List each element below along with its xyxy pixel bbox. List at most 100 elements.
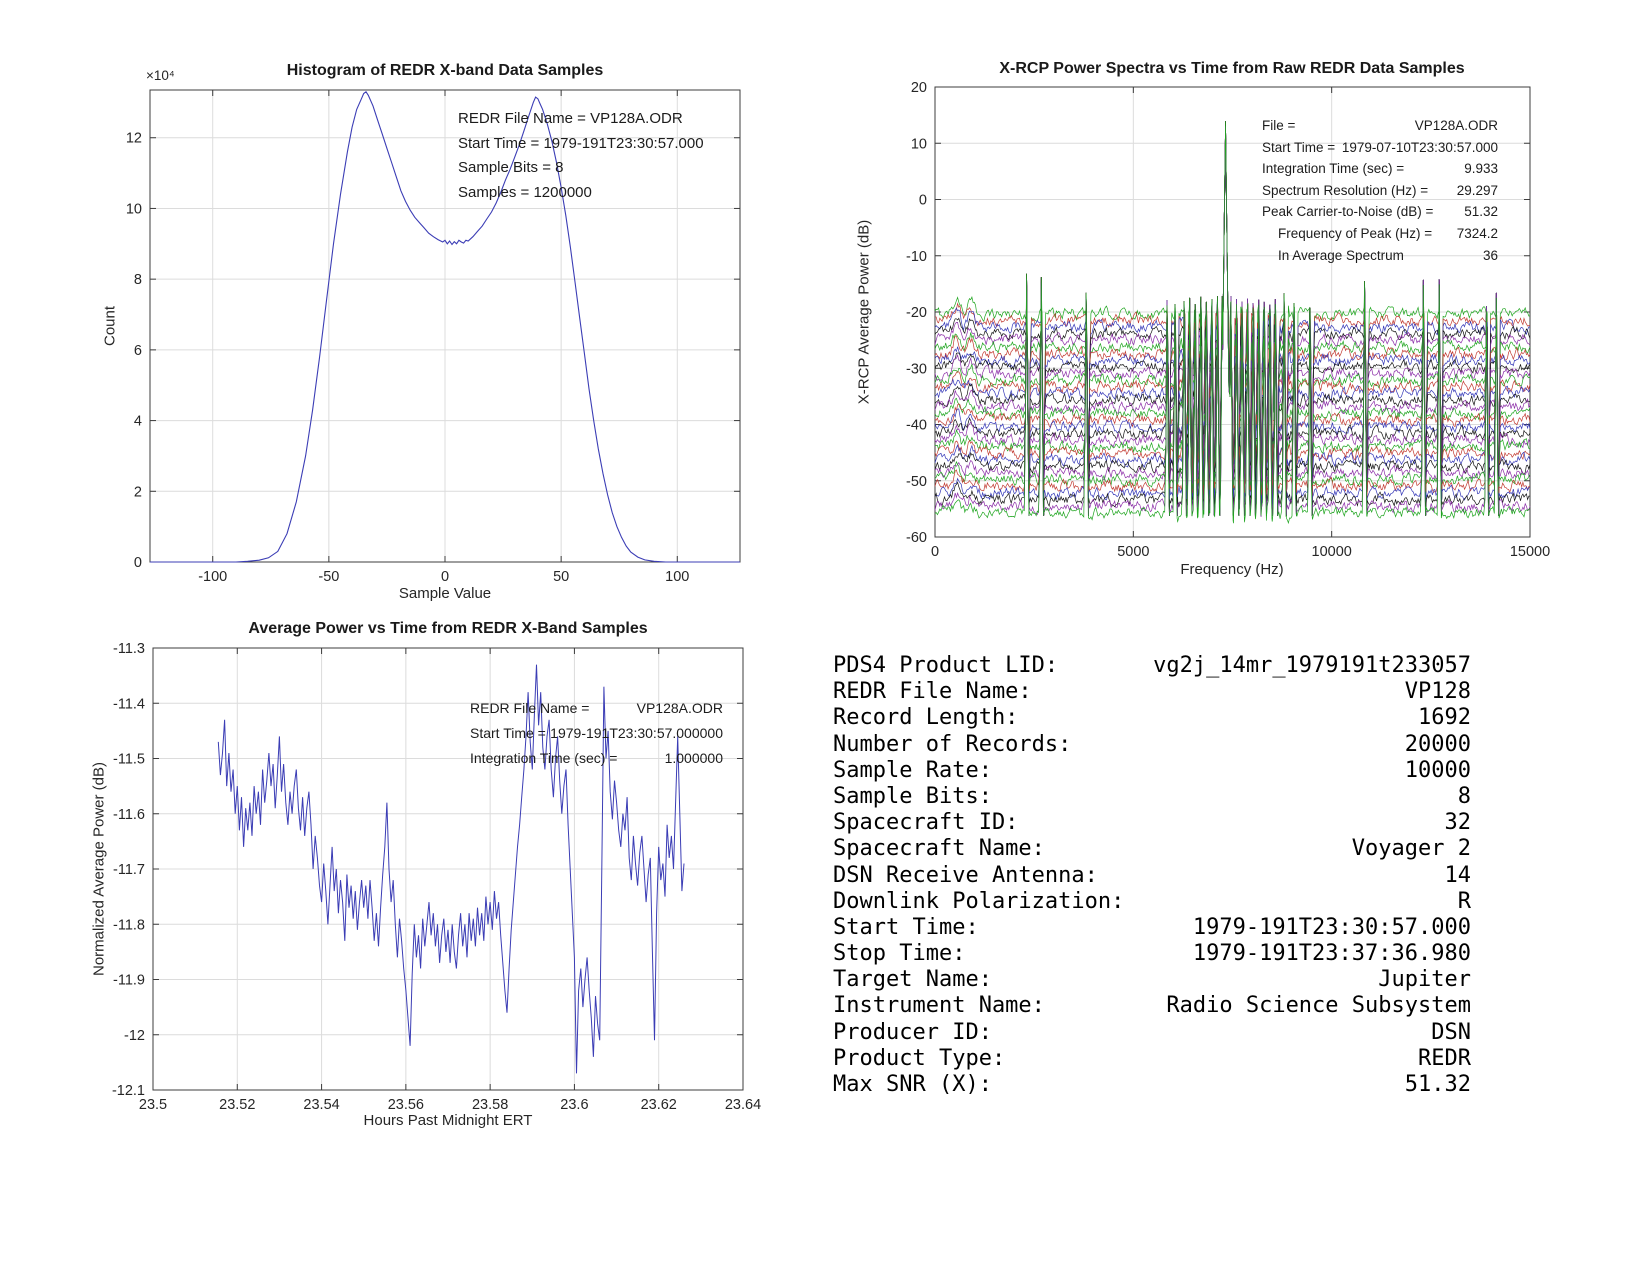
table-row-value: DSN	[1431, 1019, 1471, 1045]
annotation-label: Integration Time (sec) =	[1262, 161, 1405, 177]
annotation-line: Start Time = 1979-191T23:30:57.000	[458, 134, 704, 152]
annotation-label: In Average Spectrum	[1278, 247, 1404, 263]
y-tick-label: -11.8	[113, 917, 145, 933]
table-row-value: R	[1457, 888, 1471, 914]
power-time-x-axis-label: Hours Past Midnight ERT	[363, 1112, 533, 1129]
table-row: Max SNR (X): 51.32	[833, 1072, 1471, 1098]
annotation-row: Start Time = 1979-07-10T23:30:57.000	[1262, 140, 1498, 162]
table-row: Sample Rate: 10000	[833, 758, 1471, 784]
table-row-value: 20000	[1404, 731, 1471, 757]
info-table: PDS4 Product LID: vg2j_14mr_1979191t23305…	[833, 653, 1471, 1098]
histogram-title: Histogram of REDR X-band Data Samples	[286, 62, 604, 79]
table-row-label: Target Name:	[833, 967, 992, 993]
y-tick-label: -20	[906, 305, 927, 321]
table-row: Product Type: REDR	[833, 1046, 1471, 1072]
table-row-label: PDS4 Product LID:	[833, 653, 1059, 678]
power-time-axes: 23.5 23.52 23.54 23.56 23.58 23.6 23.62 23.64 -1…	[112, 641, 761, 1113]
x-tick-label: 0	[931, 544, 939, 560]
table-row-value: Voyager 2	[1351, 836, 1471, 862]
annotation-label: Spectrum Resolution (Hz) =	[1262, 182, 1429, 198]
table-row: Number of Records: 20000	[833, 732, 1471, 758]
table-row: Producer ID: DSN	[833, 1020, 1471, 1046]
y-tick-label: 12	[126, 131, 142, 147]
table-row: Sample Bits: 8	[833, 784, 1471, 810]
y-tick-label: -11.4	[113, 696, 145, 712]
x-tick-label: 23.56	[388, 1097, 424, 1113]
annotation-row: In Average Spectrum 36	[1262, 248, 1498, 270]
y-tick-label: -30	[906, 361, 927, 377]
table-row-label: Downlink Polarization:	[833, 888, 1125, 914]
annotation-label: Start Time =	[1262, 139, 1336, 155]
y-tick-label: -40	[906, 418, 927, 434]
table-row-value: 14	[1444, 862, 1472, 888]
table-row-label: Instrument Name:	[833, 993, 1045, 1019]
x-tick-label: -50	[318, 569, 339, 585]
y-tick-label: 0	[919, 193, 927, 209]
annotation-value: 51.32	[1464, 204, 1498, 220]
annotation-value: 36	[1482, 247, 1498, 263]
annotation-value: 1979-07-10T23:30:57.000	[1341, 139, 1498, 155]
x-tick-label: 100	[665, 569, 689, 585]
x-tick-label: 23.64	[725, 1097, 761, 1113]
table-row: REDR File Name: VP128	[833, 679, 1471, 705]
table-row-value: 51.32	[1404, 1072, 1471, 1097]
x-tick-label: 0	[441, 569, 449, 585]
table-row: Record Length: 1692	[833, 705, 1471, 731]
histogram-y-exponent-label: ×10⁴	[146, 68, 175, 83]
power-time-annotation: REDR File Name = VP128A.ODR Start Time =…	[470, 700, 723, 775]
table-row-label: Spacecraft ID:	[833, 810, 1019, 836]
table-row-label: Producer ID:	[833, 1019, 992, 1045]
annotation-line: REDR File Name = VP128A.ODR	[458, 110, 683, 127]
y-tick-label: -11.6	[113, 807, 145, 823]
table-row: Instrument Name: Radio Science Subsystem	[833, 993, 1471, 1019]
table-row-label: Record Length:	[833, 705, 1019, 731]
y-tick-label: 10	[911, 136, 927, 152]
annotation-value: 1979-191T23:30:57.000000	[550, 725, 723, 741]
y-tick-label: -12	[124, 1028, 145, 1044]
annotation-row: Integration Time (sec) = 9.933	[1262, 161, 1498, 183]
table-row: Stop Time: 1979-191T23:37:36.980	[833, 941, 1471, 967]
table-row-value: 1979-191T23:37:36.980	[1192, 941, 1471, 967]
x-tick-label: 15000	[1510, 544, 1550, 560]
annotation-value: 9.933	[1464, 161, 1498, 177]
table-row-label: Start Time:	[833, 914, 979, 940]
y-tick-label: -11.7	[113, 862, 145, 878]
table-row-value: 8	[1457, 783, 1471, 809]
histogram-axes: -100 -50 0 50 100 0 2 4 6 8 10 12	[126, 89, 741, 585]
table-row-label: Stop Time:	[833, 941, 966, 967]
annotation-label: Frequency of Peak (Hz) =	[1278, 225, 1433, 241]
spectra-annotation: File = VP128A.ODR Start Time = 1979-07-1…	[1262, 118, 1498, 269]
annotation-label: File =	[1262, 118, 1296, 133]
table-row: Target Name: Jupiter	[833, 967, 1471, 993]
y-tick-label: 6	[134, 343, 142, 359]
histogram-y-axis-label: Count	[101, 305, 119, 347]
annotation-row: Integration Time (sec) = 1.000000	[470, 750, 723, 775]
table-row-label: Number of Records:	[833, 731, 1072, 757]
table-row: Spacecraft ID: 32	[833, 810, 1471, 836]
table-row-label: Max SNR (X):	[833, 1072, 992, 1097]
annotation-label: Peak Carrier-to-Noise (dB) =	[1262, 204, 1434, 220]
table-row: DSN Receive Antenna: 14	[833, 863, 1471, 889]
x-tick-label: 50	[553, 569, 569, 585]
x-tick-label: 23.62	[641, 1097, 677, 1113]
x-tick-label: 10000	[1312, 544, 1352, 560]
table-row-label: Sample Rate:	[833, 757, 992, 783]
table-row-value: Jupiter	[1378, 967, 1471, 993]
table-row-label: Spacecraft Name:	[833, 836, 1045, 862]
table-row-value: vg2j_14mr_1979191t233057	[1153, 653, 1471, 678]
x-tick-label: 23.58	[472, 1097, 508, 1113]
spectra-y-axis-label: X-RCP Average Power (dB)	[855, 219, 873, 405]
table-row-value: 1692	[1418, 705, 1471, 731]
x-tick-label: 5000	[1117, 544, 1149, 560]
annotation-row: REDR File Name = VP128A.ODR	[470, 700, 723, 725]
table-row-value: 32	[1444, 810, 1472, 836]
y-tick-label: -11.3	[113, 641, 145, 657]
annotation-row: Spectrum Resolution (Hz) = 29.297	[1262, 183, 1498, 205]
annotation-value: VP128A.ODR	[636, 700, 723, 716]
table-row-value: Radio Science Subsystem	[1166, 993, 1471, 1019]
table-row: PDS4 Product LID: vg2j_14mr_1979191t23305…	[833, 653, 1471, 679]
x-tick-label: 23.5	[139, 1097, 167, 1113]
annotation-label: Integration Time (sec) =	[470, 750, 618, 766]
annotation-value: 7324.2	[1456, 225, 1498, 241]
histogram-x-axis-label: Sample Value	[398, 585, 492, 602]
